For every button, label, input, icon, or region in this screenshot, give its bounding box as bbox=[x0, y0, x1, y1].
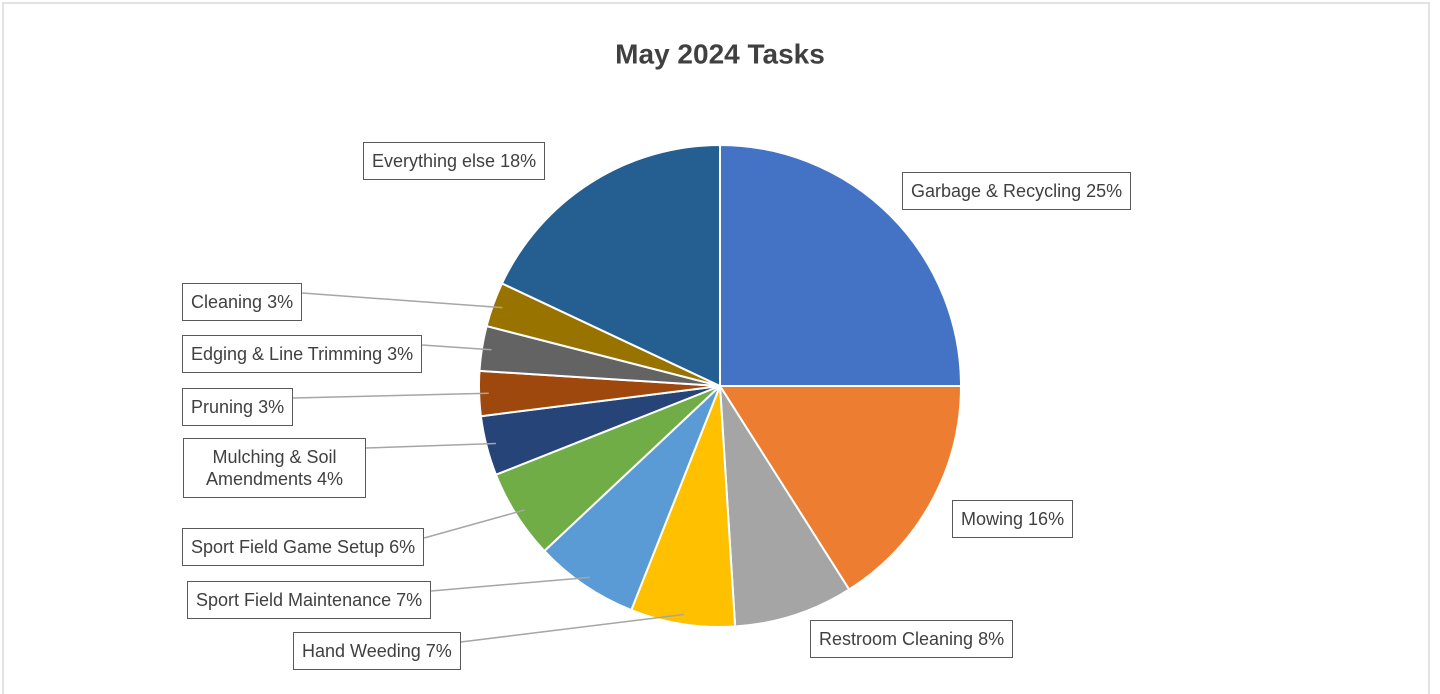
label-value: 25% bbox=[1086, 181, 1123, 201]
data-label: Restroom Cleaning 8% bbox=[810, 620, 1014, 658]
label-category: Sport Field Game Setup bbox=[191, 537, 385, 557]
leader-line bbox=[302, 292, 503, 309]
data-label: Mowing 16% bbox=[952, 500, 1074, 538]
pie-slice bbox=[500, 143, 721, 388]
label-value: 3% bbox=[387, 344, 414, 364]
data-label: Everything else 18% bbox=[363, 142, 546, 180]
pie-slice bbox=[719, 385, 851, 628]
label-category: Pruning bbox=[191, 397, 254, 417]
label-value: 18% bbox=[500, 151, 537, 171]
label-value: 8% bbox=[978, 629, 1005, 649]
label-value: 4% bbox=[317, 469, 344, 489]
leader-line bbox=[431, 576, 591, 592]
data-label: Pruning 3% bbox=[182, 388, 294, 426]
data-label: Garbage & Recycling 25% bbox=[902, 172, 1132, 210]
label-category: Hand Weeding bbox=[302, 641, 421, 661]
label-category: Sport Field Maintenance bbox=[196, 590, 392, 610]
data-label: Cleaning 3% bbox=[182, 283, 303, 321]
label-category: Garbage & Recycling bbox=[911, 181, 1082, 201]
data-label: Edging & Line Trimming 3% bbox=[182, 335, 423, 373]
leader-line bbox=[365, 442, 496, 449]
label-value: 3% bbox=[267, 292, 294, 312]
data-label: Mulching & Soil Amendments 4% bbox=[183, 438, 366, 498]
label-category: Restroom Cleaning bbox=[819, 629, 974, 649]
pie-slice bbox=[542, 385, 721, 612]
leader-line bbox=[423, 509, 525, 539]
label-value: 7% bbox=[396, 590, 423, 610]
leader-line bbox=[293, 392, 489, 399]
pie-slice bbox=[629, 385, 737, 628]
label-category: Mowing bbox=[961, 509, 1024, 529]
pie-slice bbox=[718, 385, 963, 591]
leader-line bbox=[460, 613, 684, 643]
label-value: 3% bbox=[258, 397, 285, 417]
data-label: Sport Field Maintenance 7% bbox=[187, 581, 432, 619]
label-category: Everything else bbox=[372, 151, 496, 171]
label-category: Edging & Line Trimming bbox=[191, 344, 383, 364]
chart-title: May 2024 Tasks bbox=[615, 38, 825, 69]
label-category: Mulching & Soil Amendments bbox=[205, 447, 337, 489]
data-label: Hand Weeding 7% bbox=[293, 632, 461, 670]
pie-slice bbox=[719, 143, 963, 387]
label-category: Cleaning bbox=[191, 292, 263, 312]
label-value: 6% bbox=[389, 537, 416, 557]
data-label: Sport Field Game Setup 6% bbox=[182, 528, 425, 566]
leader-line bbox=[422, 344, 492, 351]
label-value: 16% bbox=[1028, 509, 1065, 529]
label-value: 7% bbox=[425, 641, 452, 661]
